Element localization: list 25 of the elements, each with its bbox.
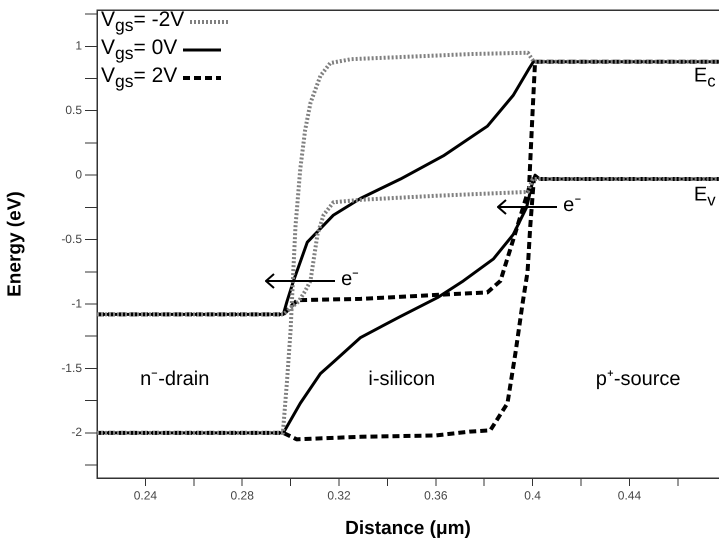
y-tick-label: 0.5 [65,103,82,118]
annotation: e⁻ [563,194,582,216]
y-tick-label: -0.5 [61,232,82,246]
y-tick-label: -2 [71,425,82,440]
legend-label: V$_{gs}$= 0V [101,36,178,64]
x-tick-label: 0.36 [424,488,448,503]
y-tick-label: -1.5 [61,360,82,375]
x-tick-label: 0.28 [230,488,254,503]
annotation: p⁺-source [596,368,681,390]
legend-label: V$_{gs}$= 2V [101,64,178,92]
x-axis-title: Distance (μm) [345,518,471,539]
annotation: i-silicon [368,368,436,390]
y-axis-title: Energy (eV) [4,191,26,297]
annotation: n⁻-drain [140,368,210,390]
annotation: E$_{v}$ [694,184,716,210]
x-tick-label: 0.44 [618,488,642,503]
x-tick-label: 0.24 [134,488,158,503]
x-tick-label: 0.4 [524,488,542,503]
y-tick-label: 1 [75,38,82,53]
legend-label: V$_{gs}$= -2V [101,8,184,36]
annotation: E$_{c}$ [694,65,716,92]
x-tick-label: 0.32 [327,488,352,503]
y-tick-label: -1 [71,296,82,310]
annotation: e⁻ [341,268,360,290]
y-tick-label: 0 [75,167,82,182]
